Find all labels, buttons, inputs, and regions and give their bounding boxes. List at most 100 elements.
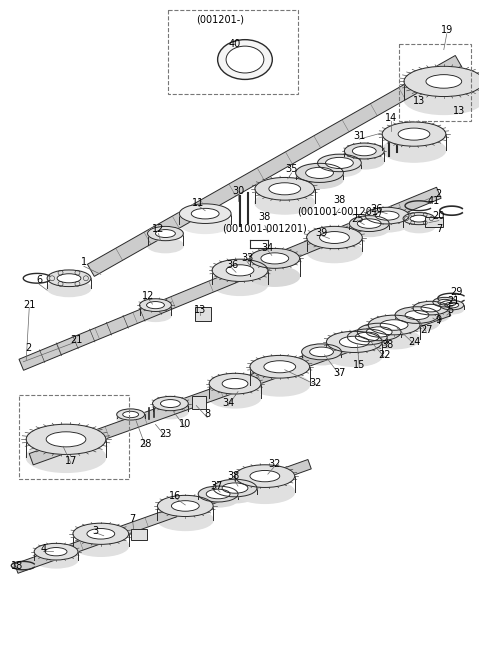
- Text: 19: 19: [441, 25, 453, 35]
- Ellipse shape: [222, 483, 248, 493]
- Ellipse shape: [382, 122, 446, 146]
- Ellipse shape: [307, 240, 362, 262]
- Ellipse shape: [413, 301, 449, 315]
- Ellipse shape: [325, 158, 353, 169]
- Text: 14: 14: [385, 113, 397, 123]
- Ellipse shape: [226, 46, 264, 73]
- Text: 13: 13: [194, 305, 206, 315]
- Ellipse shape: [147, 227, 183, 241]
- Ellipse shape: [217, 40, 272, 79]
- Text: 38
(001001-001201): 38 (001001-001201): [297, 195, 382, 217]
- Ellipse shape: [26, 424, 106, 454]
- Text: 32: 32: [310, 378, 322, 387]
- Ellipse shape: [339, 336, 369, 348]
- Ellipse shape: [47, 270, 91, 286]
- Ellipse shape: [209, 373, 261, 394]
- Text: 33: 33: [241, 253, 253, 264]
- Ellipse shape: [395, 314, 439, 331]
- Text: 8: 8: [204, 409, 210, 419]
- Text: 3: 3: [93, 526, 99, 536]
- Ellipse shape: [250, 373, 310, 396]
- Ellipse shape: [73, 535, 129, 557]
- Text: 2: 2: [25, 343, 31, 353]
- Text: 35: 35: [286, 164, 298, 174]
- Ellipse shape: [348, 329, 387, 345]
- Ellipse shape: [357, 323, 401, 340]
- Ellipse shape: [153, 404, 188, 419]
- Ellipse shape: [235, 480, 295, 503]
- Ellipse shape: [261, 253, 288, 264]
- Ellipse shape: [440, 304, 464, 314]
- Ellipse shape: [264, 361, 296, 373]
- Ellipse shape: [140, 299, 171, 311]
- Ellipse shape: [296, 163, 343, 182]
- Text: 31: 31: [353, 131, 365, 141]
- Ellipse shape: [326, 345, 382, 367]
- Ellipse shape: [445, 302, 459, 308]
- Ellipse shape: [255, 191, 314, 214]
- Text: 39: 39: [315, 228, 328, 238]
- Ellipse shape: [47, 280, 91, 296]
- Ellipse shape: [180, 214, 231, 234]
- Ellipse shape: [153, 396, 188, 411]
- Ellipse shape: [368, 315, 420, 335]
- Text: 37: 37: [210, 481, 222, 491]
- Text: 21: 21: [447, 296, 460, 306]
- Ellipse shape: [310, 347, 334, 357]
- Ellipse shape: [426, 75, 462, 89]
- Ellipse shape: [318, 154, 361, 172]
- Ellipse shape: [73, 523, 129, 544]
- Text: 6: 6: [36, 275, 42, 285]
- Ellipse shape: [301, 344, 341, 360]
- Text: (001201-): (001201-): [196, 15, 244, 25]
- Text: 16: 16: [169, 491, 181, 501]
- Ellipse shape: [355, 332, 379, 342]
- Ellipse shape: [209, 387, 261, 408]
- Text: 32: 32: [269, 459, 281, 469]
- Ellipse shape: [438, 299, 452, 305]
- Ellipse shape: [382, 138, 446, 162]
- Ellipse shape: [160, 400, 180, 408]
- Bar: [195, 307, 211, 321]
- Ellipse shape: [206, 490, 230, 499]
- Ellipse shape: [433, 298, 457, 307]
- Text: 30: 30: [232, 186, 244, 196]
- Text: 18: 18: [11, 561, 24, 571]
- Text: 12: 12: [143, 291, 155, 301]
- Text: 38: 38: [227, 471, 239, 481]
- Ellipse shape: [365, 207, 409, 224]
- Ellipse shape: [198, 486, 238, 502]
- Ellipse shape: [171, 501, 199, 511]
- Ellipse shape: [306, 167, 334, 178]
- Text: 1: 1: [81, 257, 87, 268]
- Ellipse shape: [344, 153, 384, 169]
- Ellipse shape: [296, 169, 343, 188]
- Ellipse shape: [57, 273, 81, 283]
- Ellipse shape: [213, 485, 257, 503]
- Text: 36: 36: [226, 260, 238, 270]
- Text: 21: 21: [23, 300, 36, 310]
- Ellipse shape: [226, 265, 254, 276]
- Text: 26: 26: [370, 204, 383, 214]
- Ellipse shape: [250, 471, 280, 482]
- Text: 12: 12: [152, 223, 165, 234]
- Ellipse shape: [375, 211, 399, 220]
- Ellipse shape: [117, 413, 144, 424]
- Ellipse shape: [250, 266, 300, 286]
- Ellipse shape: [26, 442, 106, 473]
- Text: 15: 15: [353, 360, 365, 370]
- Ellipse shape: [410, 215, 428, 222]
- Ellipse shape: [123, 411, 139, 418]
- Ellipse shape: [212, 259, 268, 281]
- Ellipse shape: [147, 238, 183, 253]
- Ellipse shape: [318, 159, 361, 176]
- Text: 21: 21: [70, 335, 82, 345]
- Ellipse shape: [352, 146, 376, 156]
- Ellipse shape: [46, 432, 86, 447]
- Polygon shape: [19, 187, 441, 370]
- Text: 37: 37: [333, 368, 346, 378]
- Ellipse shape: [403, 213, 435, 225]
- Ellipse shape: [117, 409, 144, 420]
- Text: 2: 2: [436, 189, 442, 199]
- Ellipse shape: [404, 66, 480, 96]
